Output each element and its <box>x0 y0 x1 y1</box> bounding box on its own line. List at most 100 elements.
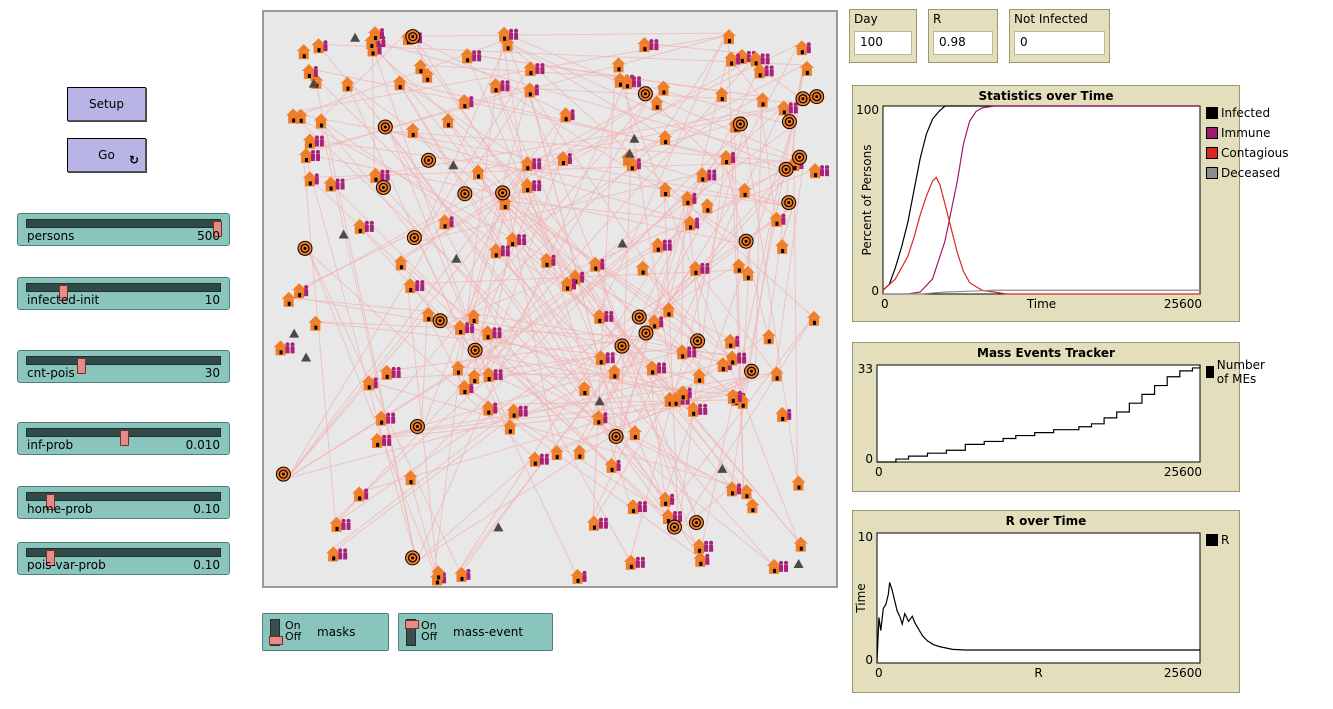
mass-events-plot: Mass Events Tracker 33 0 0 25600 Number of ME… <box>852 342 1265 492</box>
plot-area <box>876 532 1201 664</box>
legend-swatch <box>1206 147 1218 159</box>
series-line-r <box>876 582 1200 664</box>
world-view[interactable] <box>262 10 838 588</box>
deceased-marker <box>338 229 349 239</box>
switch-mass-event[interactable]: On Off mass-event <box>398 613 553 651</box>
slider-thumb[interactable] <box>77 358 87 374</box>
slider-track[interactable] <box>26 548 221 566</box>
slider-thumb[interactable] <box>58 285 68 301</box>
house-icon <box>549 445 564 461</box>
deceased-marker <box>301 352 312 362</box>
house-icon <box>302 171 319 187</box>
slider-inf-prob[interactable]: inf-prob 0.010 <box>17 422 230 455</box>
house-icon <box>645 360 667 376</box>
x-tick-label-max: 25600 <box>1164 465 1202 479</box>
legend-swatch <box>1206 107 1218 119</box>
switch-track[interactable] <box>405 619 419 646</box>
slider-value: 500 <box>197 229 220 243</box>
switch-label: masks <box>317 625 356 639</box>
switch-knob[interactable] <box>405 620 419 629</box>
house-icon <box>627 425 642 441</box>
house-icon <box>520 178 542 194</box>
house-icon <box>680 190 697 206</box>
slider-track[interactable] <box>26 428 221 446</box>
slider-thumb[interactable] <box>45 550 55 566</box>
poi-target-icon <box>732 116 748 132</box>
setup-button[interactable]: Setup <box>67 87 146 121</box>
house-icon <box>527 451 549 467</box>
slider-home-prob[interactable]: home-prob 0.10 <box>17 486 230 519</box>
legend-label: Contagious <box>1221 146 1289 160</box>
house-icon <box>451 360 466 376</box>
plot-canvas: 10 00 25600 R Time <box>854 530 1202 680</box>
house-icon <box>313 113 328 129</box>
slider-thumb[interactable] <box>45 494 55 510</box>
poi-target-icon <box>792 149 808 165</box>
switch-track[interactable] <box>269 619 283 646</box>
house-icon <box>466 308 481 324</box>
slider-track[interactable] <box>26 356 221 374</box>
poi-target-icon <box>457 186 473 202</box>
house-icon <box>776 100 798 116</box>
plot-area <box>876 364 1201 463</box>
house-icon <box>806 310 821 326</box>
legend-entry: Immune <box>1206 123 1289 143</box>
poi-target-icon <box>432 313 448 329</box>
house-icon <box>522 82 539 98</box>
poi-target-icon <box>275 466 291 482</box>
house-icon <box>686 401 708 417</box>
slider-cnt-pois[interactable]: cnt-pois 30 <box>17 350 230 383</box>
slider-persons[interactable]: persons 500 <box>17 213 230 246</box>
y-tick-label-min: 0 <box>865 653 873 667</box>
x-tick-label-min: 0 <box>881 297 889 311</box>
switch-knob[interactable] <box>269 636 283 645</box>
slider-label: cnt-pois <box>27 366 75 380</box>
switch-masks[interactable]: On Off masks <box>262 613 389 651</box>
legend-entry: Contagious <box>1206 143 1289 163</box>
house-icon <box>624 156 641 172</box>
house-icon <box>692 368 707 384</box>
legend-label: Number of MEs <box>1216 358 1265 386</box>
slider-track[interactable] <box>26 219 222 237</box>
house-icon <box>506 403 528 419</box>
house-icon <box>695 167 717 183</box>
house-icon <box>374 410 396 426</box>
slider-value: 0.10 <box>193 502 220 516</box>
poi-target-icon <box>781 114 797 130</box>
slider-track[interactable] <box>26 283 221 301</box>
switch-off-label: Off <box>285 630 302 643</box>
house-icon <box>625 499 647 515</box>
house-icon <box>647 314 664 330</box>
slider-value: 0.010 <box>185 438 220 452</box>
poi-target-icon <box>614 338 630 354</box>
house-icon <box>794 40 811 56</box>
not-infected-monitor-label: Not Infected <box>1014 12 1088 26</box>
slider-pois-var-prob[interactable]: pois-var-prob 0.10 <box>17 542 230 575</box>
plot-legend: Infected Immune Contagious Deceased <box>1206 103 1289 183</box>
plot-legend: R <box>1206 530 1229 550</box>
slider-track[interactable] <box>26 492 221 510</box>
r-monitor-label: R <box>933 12 942 26</box>
slider-infected-init[interactable]: infected-init 10 <box>17 277 230 310</box>
house-icon <box>588 256 605 272</box>
series-line-infected <box>882 105 1200 291</box>
house-icon <box>460 48 482 64</box>
plot-canvas: 100 00 25600 Time Percent of Persons <box>856 103 1202 311</box>
house-icon <box>586 515 608 531</box>
x-tick-label-min: 0 <box>875 666 883 680</box>
go-button[interactable]: Go ↻ <box>67 138 146 172</box>
poi-target-icon <box>795 91 811 107</box>
house-icon <box>791 475 806 491</box>
house-icon <box>329 516 351 532</box>
deceased-marker <box>493 522 504 532</box>
slider-thumb[interactable] <box>213 221 222 237</box>
house-icon <box>505 232 527 248</box>
house-icon <box>620 74 642 90</box>
house-icon <box>737 182 752 198</box>
house-icon <box>658 130 673 146</box>
x-tick-label-max: 25600 <box>1164 666 1202 680</box>
legend-label: Immune <box>1221 126 1271 140</box>
house-icon <box>539 252 556 268</box>
slider-value: 0.10 <box>193 558 220 572</box>
slider-thumb[interactable] <box>120 430 129 446</box>
